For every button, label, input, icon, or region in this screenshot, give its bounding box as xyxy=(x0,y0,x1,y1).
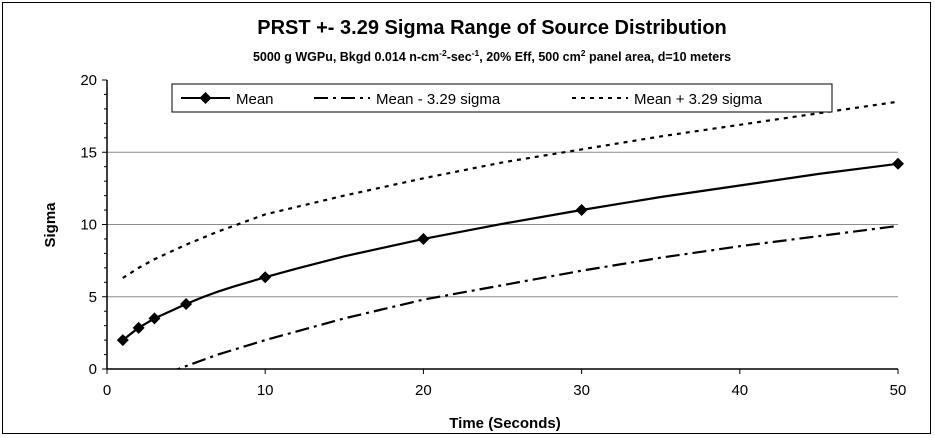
y-tick-label-5: 5 xyxy=(89,289,97,306)
subtitle-sup-2: -1 xyxy=(472,48,480,58)
x-axis-label: Time (Seconds) xyxy=(449,415,560,432)
x-tick-label-20: 20 xyxy=(415,382,432,399)
x-tick-labels: 0 10 20 30 40 50 xyxy=(103,382,907,399)
legend-marker-mean xyxy=(199,92,212,104)
y-tick-labels: 0 5 10 15 20 xyxy=(80,72,97,378)
legend: Mean Mean - 3.29 sigma Mean + 3.29 sigma xyxy=(171,83,833,113)
data-point-mean xyxy=(132,321,145,334)
data-point-mean xyxy=(180,297,193,310)
data-point-mean xyxy=(892,157,904,170)
subtitle-sup-1: -2 xyxy=(439,48,447,58)
subtitle-sup-3: 2 xyxy=(581,48,586,58)
data-point-mean xyxy=(259,271,272,284)
series-line-2 xyxy=(122,100,898,279)
plot-area xyxy=(116,100,904,369)
legend-label-mean-plus: Mean + 3.29 sigma xyxy=(634,91,763,108)
series-line-0 xyxy=(122,162,898,341)
y-tick-label-15: 15 xyxy=(80,144,97,161)
y-tick-label-20: 20 xyxy=(80,72,97,89)
data-point-mean xyxy=(116,334,129,347)
x-tick-label-0: 0 xyxy=(103,382,111,399)
subtitle-part-4: panel area, d=10 meters xyxy=(585,50,731,64)
data-point-mean xyxy=(148,312,161,325)
x-tick-label-10: 10 xyxy=(257,382,274,399)
legend-box xyxy=(171,83,833,113)
y-tick-label-10: 10 xyxy=(80,217,97,234)
chart-title: PRST +- 3.29 Sigma Range of Source Distr… xyxy=(257,17,727,39)
data-point-mean xyxy=(575,204,588,217)
subtitle-part-2: -sec xyxy=(447,50,472,64)
subtitle-part-3: , 20% Eff, 500 cm xyxy=(479,50,580,64)
chart-subtitle: 5000 g WGPu, Bkgd 0.014 n-cm-2-sec-1, 20… xyxy=(253,48,731,64)
x-tick-label-50: 50 xyxy=(890,382,907,399)
axes xyxy=(102,79,899,374)
data-point-mean xyxy=(417,232,430,245)
subtitle-part-1: 5000 g WGPu, Bkgd 0.014 n-cm xyxy=(253,50,439,64)
y-axis-label: Sigma xyxy=(42,202,59,248)
y-tick-label-0: 0 xyxy=(89,361,97,378)
series-line-1 xyxy=(175,224,898,369)
x-tick-label-40: 40 xyxy=(731,382,748,399)
chart-frame xyxy=(2,2,931,434)
legend-label-mean-minus: Mean - 3.29 sigma xyxy=(376,91,501,108)
legend-label-mean: Mean xyxy=(236,91,274,108)
x-tick-label-30: 30 xyxy=(573,382,590,399)
